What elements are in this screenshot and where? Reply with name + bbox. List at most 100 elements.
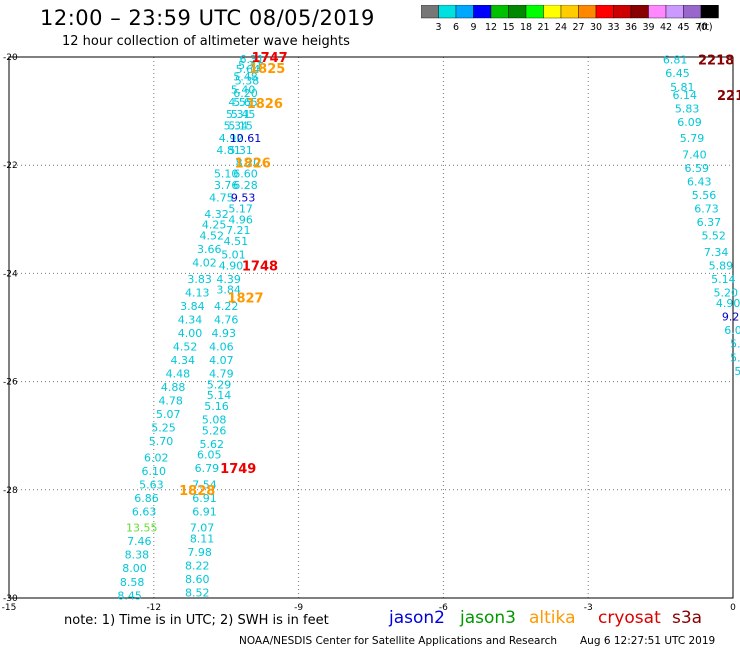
pass-time-label: 221 — [717, 89, 740, 104]
swh-value-label: 5.40 — [231, 83, 256, 96]
swh-value-label: 6.31 — [240, 53, 265, 66]
swh-value-label: 5.14 — [207, 389, 232, 402]
swh-value-label: 5.20 — [714, 286, 739, 299]
swh-value-label: 6.60 — [233, 167, 258, 180]
swh-value-label: 13.55 — [126, 522, 158, 535]
swh-value-label: 4.55 — [228, 96, 253, 109]
swh-value-label: 5.25 — [151, 422, 176, 435]
swh-value-label: 6.09 — [677, 116, 702, 129]
swh-value-label: 6.0 — [724, 324, 740, 337]
x-tick-label: -15 — [2, 603, 17, 613]
pass-time-label: 1747 — [252, 51, 288, 66]
swh-value-label: 4.51 — [224, 235, 249, 248]
swh-value-label: 8.52 — [185, 587, 210, 600]
swh-value-label: 6.59 — [685, 162, 710, 175]
swh-value-label: 5.01 — [221, 248, 246, 261]
x-tick-label: -12 — [146, 603, 161, 613]
swh-value-label: 4.52 — [199, 230, 224, 243]
swh-value-label: 5.31 — [226, 108, 251, 121]
x-tick-label: 0 — [730, 603, 736, 613]
y-tick-label: -22 — [3, 161, 18, 171]
units-note: note: 1) Time is in UTC; 2) SWH is in fe… — [64, 613, 329, 628]
swh-value-label: 4.22 — [214, 300, 239, 313]
colorbar-swatch — [700, 5, 719, 19]
credit-text: NOAA/NESDIS Center for Satellite Applica… — [239, 635, 557, 647]
swh-value-label: 7.07 — [190, 522, 215, 535]
swh-value-label: 4.07 — [209, 354, 234, 367]
swh-value-label: 6.91 — [192, 492, 217, 505]
swh-value-label: 5. — [730, 338, 740, 351]
colorbar-tick-label: 9 — [470, 22, 476, 33]
y-tick-label: -30 — [3, 594, 18, 604]
colorbar-tick-label: 27 — [572, 22, 584, 33]
swh-value-label: 9.2 — [722, 311, 740, 324]
swh-value-label: 4.32 — [204, 208, 229, 221]
swh-value-label: 6.28 — [233, 179, 258, 192]
swh-value-label: 4.96 — [228, 213, 253, 226]
swh-value-label: 10.61 — [230, 132, 262, 145]
swh-value-label: 4.25 — [202, 219, 227, 232]
swh-value-label: 4.39 — [216, 273, 241, 286]
colorbar-tick-label: 36 — [625, 22, 637, 33]
swh-value-label: 4.34 — [178, 313, 203, 326]
swh-value-label: 6.02 — [144, 451, 169, 464]
swh-value-label: 3.76 — [214, 179, 239, 192]
colorbar-tick-label: 39 — [642, 22, 654, 33]
colorbar-tick-label: 6 — [453, 22, 459, 33]
swh-value-label: 6.14 — [672, 89, 697, 102]
swh-value-label: 5.63 — [139, 478, 164, 491]
swh-value-label: 6.81 — [663, 54, 688, 67]
swh-value-label: 7.46 — [127, 535, 152, 548]
colorbar-unit-label: (ft) — [698, 22, 712, 33]
swh-value-label: 5.79 — [680, 132, 705, 145]
swh-value-label: 4.02 — [192, 257, 217, 270]
plot-frame — [8, 56, 734, 599]
colorbar-tick-label: 42 — [660, 22, 672, 33]
swh-value-label: 6.05 — [197, 449, 222, 462]
pass-time-label: 1827 — [227, 292, 263, 307]
legend-altika: altika — [529, 608, 576, 628]
swh-value-label: 6.45 — [665, 67, 690, 80]
pass-time-label: 1748 — [242, 259, 278, 274]
legend-jason3: jason3 — [460, 608, 516, 628]
swh-value-label: 7.54 — [192, 478, 217, 491]
swh-value-label: 4.79 — [209, 367, 234, 380]
generated-timestamp: Aug 6 12:27:51 UTC 2019 — [580, 635, 716, 647]
swh-value-label: 4.00 — [178, 327, 203, 340]
swh-value-label: 5.15 — [228, 120, 253, 133]
swh-value-label: 8.45 — [117, 589, 142, 602]
swh-value-label: 6.43 — [687, 175, 712, 188]
colorbar-tick-label: 12 — [485, 22, 497, 33]
swh-value-label: 4.75 — [209, 192, 234, 205]
swh-value-label: 5.64 — [236, 63, 261, 76]
swh-value-label: 4.90 — [716, 297, 740, 310]
swh-value-label: 8.58 — [120, 576, 145, 589]
x-tick-label: -9 — [294, 603, 303, 613]
swh-value-label: 5.81 — [670, 81, 695, 94]
x-tick-label: -6 — [439, 603, 448, 613]
swh-value-label: 5.83 — [675, 102, 700, 115]
swh-value-label: 8.20 — [236, 156, 261, 169]
swh-value-label: 4.90 — [219, 259, 244, 272]
swh-value-label: 4.76 — [214, 313, 239, 326]
swh-value-label: 7.21 — [226, 224, 251, 237]
swh-value-label: 5.52 — [701, 230, 726, 243]
swh-value-label: 5 — [734, 365, 740, 378]
swh-value-label: 5.16 — [204, 400, 229, 413]
pass-time-label: 1828 — [179, 484, 215, 499]
swh-value-label: 8.22 — [185, 560, 210, 573]
swh-value-label: 4.88 — [161, 381, 186, 394]
swh-value-label: 4.06 — [209, 340, 234, 353]
y-tick-label: -24 — [3, 269, 18, 279]
swh-value-label: 4.81 — [216, 144, 241, 157]
swh-value-label: 3.84 — [180, 300, 205, 313]
swh-value-label: 4.13 — [185, 286, 210, 299]
swh-value-label: 5.14 — [711, 273, 736, 286]
legend-cryosat: cryosat — [598, 608, 661, 628]
swh-value-label: 7.34 — [704, 246, 729, 259]
swh-value-label: 5.56 — [692, 189, 717, 202]
swh-value-label: 6.73 — [694, 202, 719, 215]
swh-value-label: 6.63 — [132, 505, 157, 518]
